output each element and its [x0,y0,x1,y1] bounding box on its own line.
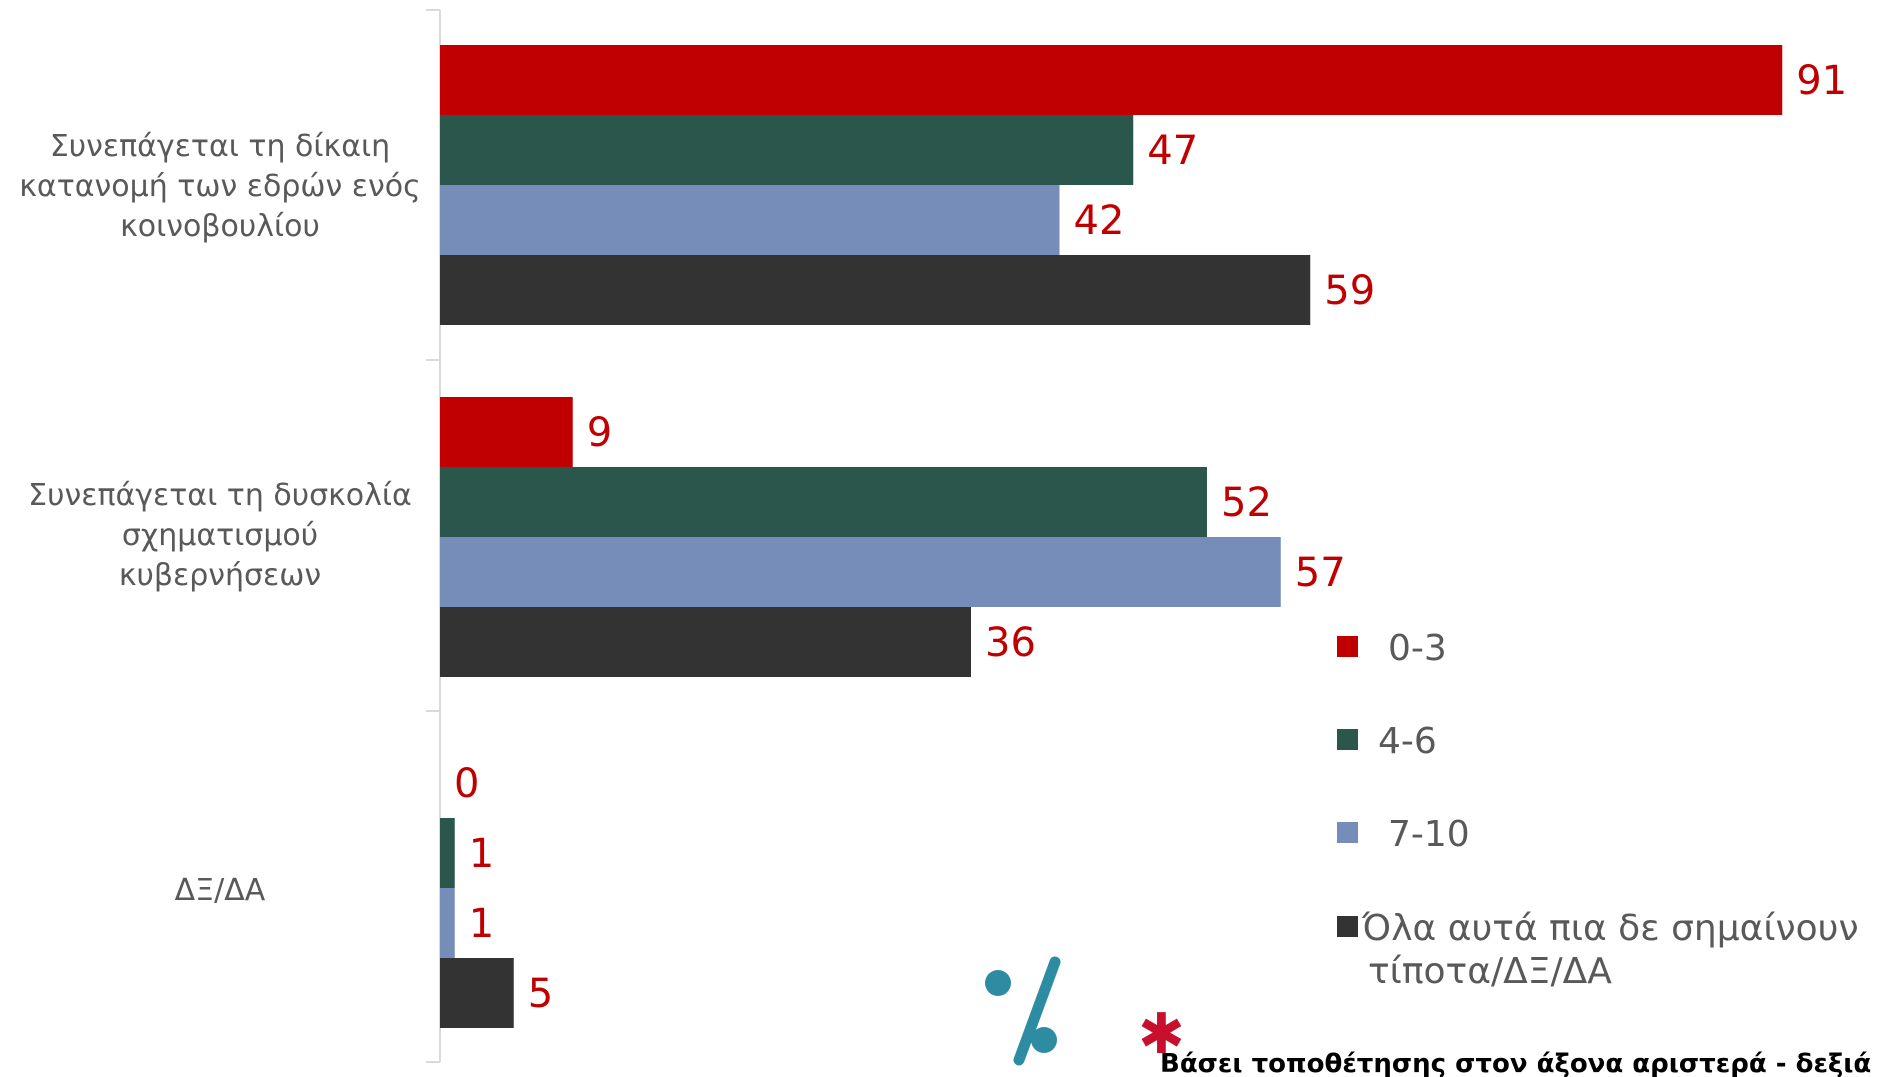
data-label: 5 [528,971,553,1017]
data-label: 1 [469,901,494,947]
bar [440,537,1281,607]
data-label: 36 [985,620,1036,666]
bar [440,958,514,1028]
bar [440,467,1207,537]
bar [440,607,971,677]
legend-swatch [1337,822,1358,843]
data-label: 0 [454,761,479,807]
legend-swatch [1337,916,1358,937]
data-label: 9 [587,410,612,456]
bar [440,397,573,467]
category-label: Συνεπάγεται τη δυσκολία [28,478,412,513]
bar [440,185,1060,255]
bars: 91 9 0 47 52 1 42 57 1 59 36 5 [440,45,1847,1028]
category-labels: Συνεπάγεται τη δίκαιη κατανομή των εδρών … [19,129,420,908]
legend-label: 0-3 [1388,628,1447,669]
legend: 0-3 4-6 7-10 Όλα αυτά πια δε σημαίνουντίποτ… [1337,628,1859,992]
category-label: ΔΞ/ΔΑ [175,873,266,908]
data-label: 57 [1295,550,1346,596]
legend-label: 7-10 [1388,814,1470,855]
category-label: κυβερνήσεων [119,558,321,593]
legend-label: Όλα αυτά πια δε σημαίνουν [1361,908,1859,949]
axis [426,9,441,1063]
footnote-text: Βάσει τοποθέτησης στον άξονα αριστερά - … [1160,1049,1871,1077]
data-label: 59 [1324,268,1375,314]
category-label: κατανομή των εδρών ενός [19,169,420,204]
category-label: κοινοβουλίου [120,209,320,244]
legend-label: 4-6 [1378,721,1437,762]
data-label: 91 [1796,58,1847,104]
data-label: 1 [469,831,494,877]
bar [440,255,1311,325]
legend-swatch [1337,729,1358,750]
data-label: 47 [1147,128,1198,174]
category-label: Συνεπάγεται τη δίκαιη [50,129,390,164]
bar [440,818,455,888]
data-label: 52 [1221,480,1272,526]
bar [440,888,455,958]
category-label: σχηματισμού [122,518,318,553]
asterisk-icon: ✱ [1138,1002,1185,1067]
data-label: 42 [1074,198,1125,244]
bar [440,115,1134,185]
percent-icon [985,956,1061,1066]
bar [440,45,1783,115]
legend-swatch [1337,636,1358,657]
legend-label: τίποτα/ΔΞ/ΔΑ [1368,951,1612,992]
